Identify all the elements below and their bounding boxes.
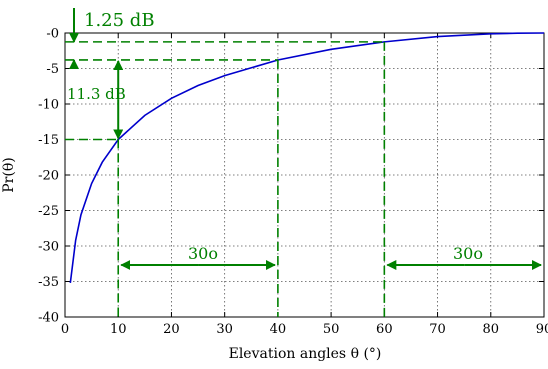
y-tick-label: -25 xyxy=(38,204,59,219)
annotation-delta-top-label: 1.25 dB xyxy=(84,10,155,31)
x-tick-label: 20 xyxy=(163,322,180,337)
x-tick-label: 90 xyxy=(536,322,548,337)
y-tick-label: -20 xyxy=(38,169,59,184)
x-tick-label: 50 xyxy=(323,322,340,337)
x-tick-label: 0 xyxy=(61,322,69,337)
x-tick-label: 30 xyxy=(216,322,233,337)
annotation-span-right-label: 30o xyxy=(453,244,483,263)
series-layer xyxy=(69,32,545,284)
x-tick-label: 40 xyxy=(270,322,287,337)
y-tick-label: -40 xyxy=(38,311,59,326)
annotation-layer xyxy=(65,8,542,317)
plot-frame xyxy=(64,32,545,318)
y-axis-label: Pr(θ) xyxy=(1,157,17,192)
y-tick-label: -10 xyxy=(38,98,59,113)
grid-layer xyxy=(65,33,544,317)
y-tick-label: -0 xyxy=(46,27,59,42)
x-tick-label: 10 xyxy=(110,322,127,337)
x-tick-label: 70 xyxy=(429,322,446,337)
series-line xyxy=(69,32,545,284)
y-tick-label: -30 xyxy=(38,240,59,255)
y-tick-label: -35 xyxy=(38,275,59,290)
axes-layer: 0 10 20 30 40 50 60 70 80 90 -0 -5 -10 -15 -20 -25 -30 -3… xyxy=(38,27,548,338)
y-tick-label: -15 xyxy=(38,133,59,148)
x-axis-label: Elevation angles θ (°) xyxy=(229,346,382,362)
x-tick-label: 60 xyxy=(376,322,393,337)
x-tick-label: 80 xyxy=(483,322,500,337)
annotation-delta-left-label: 11.3 dB xyxy=(67,85,126,103)
annotation-span-left-label: 30o xyxy=(188,244,218,263)
y-tick-label: -5 xyxy=(46,62,59,77)
